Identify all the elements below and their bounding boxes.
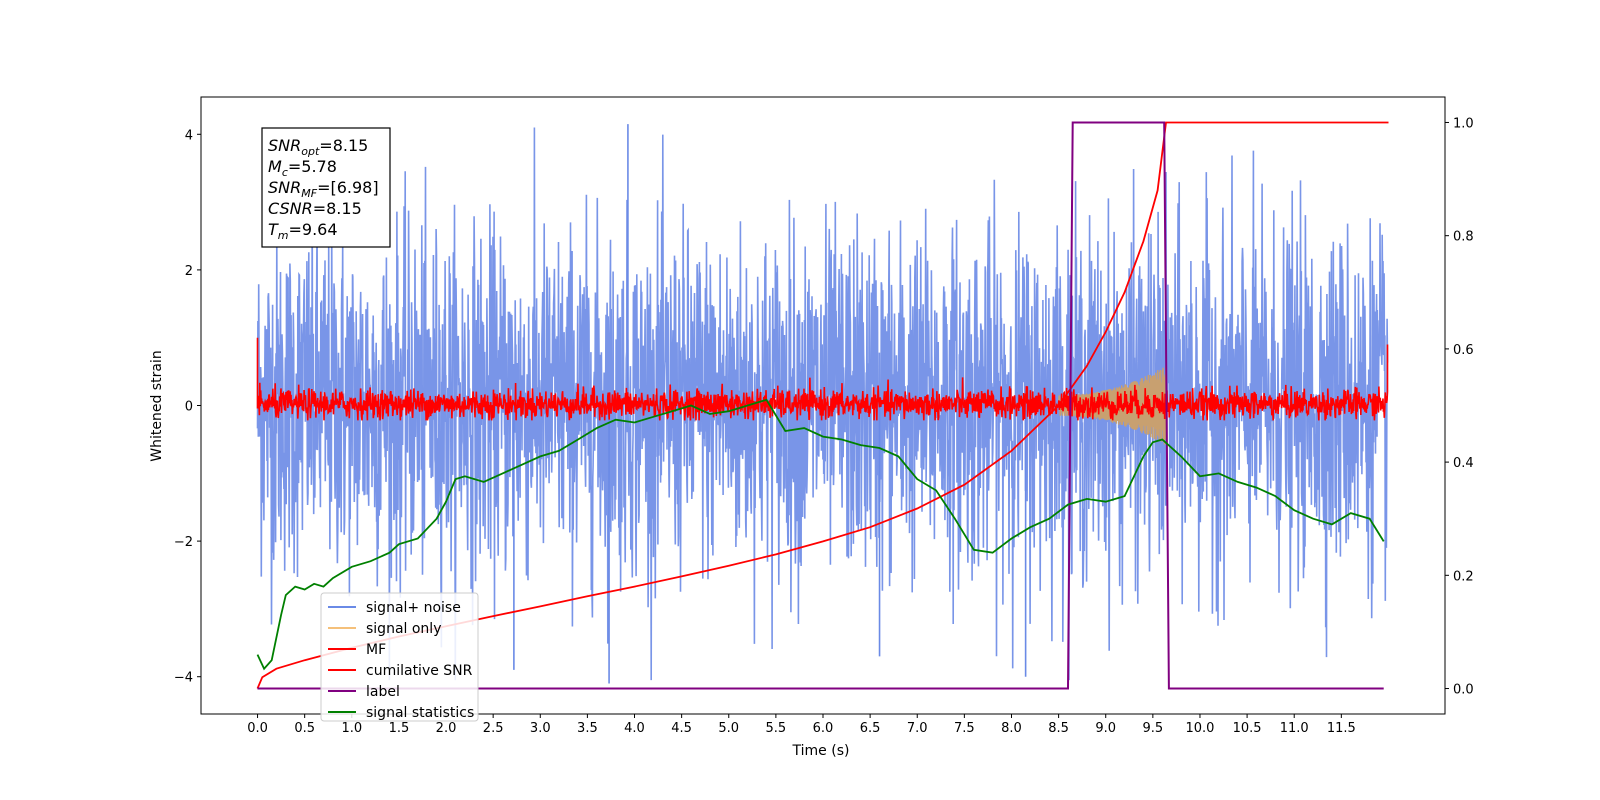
- x-tick-label: 2.0: [436, 721, 457, 736]
- info-subscript: m: [278, 229, 289, 242]
- info-line: SNRopt=8.15: [268, 136, 368, 158]
- y-tick-label: 0: [185, 400, 193, 415]
- info-symbol: CSNR: [268, 199, 313, 218]
- x-tick-label: 9.5: [1143, 721, 1164, 736]
- x-tick-label: 4.5: [671, 721, 692, 736]
- y-tick-label: −2: [174, 535, 193, 550]
- x-tick-label: 4.0: [624, 721, 645, 736]
- info-symbol: SNR: [268, 136, 301, 155]
- info-subscript: c: [282, 166, 288, 179]
- y-tick-label: 2: [185, 264, 193, 279]
- info-box: SNRopt=8.15Mc=5.78SNRMF=[6.98]CSNR=8.15T…: [261, 127, 391, 248]
- info-symbol: M: [268, 157, 282, 176]
- x-tick-label: 10.5: [1233, 721, 1262, 736]
- info-subscript: opt: [301, 145, 320, 158]
- y-right-tick-label: 0.4: [1453, 456, 1474, 471]
- info-symbol: SNR: [268, 178, 301, 197]
- legend-label: signal statistics: [366, 705, 474, 721]
- legend-label: label: [366, 684, 400, 700]
- info-line: SNRMF=[6.98]: [268, 178, 379, 200]
- x-tick-label: 11.5: [1327, 721, 1356, 736]
- x-tick-label: 11.0: [1280, 721, 1309, 736]
- x-tick-label: 7.5: [954, 721, 975, 736]
- info-symbol: T: [268, 220, 279, 239]
- x-tick-label: 3.0: [530, 721, 551, 736]
- x-tick-label: 0.0: [247, 721, 268, 736]
- x-axis-label: Time (s): [792, 743, 850, 759]
- legend-label: signal+ noise: [366, 600, 461, 616]
- x-tick-label: 6.0: [813, 721, 834, 736]
- series-line-label: [257, 121, 1384, 690]
- y-right-tick-label: 0.8: [1453, 230, 1474, 245]
- y-right-tick-label: 0.2: [1453, 569, 1474, 584]
- info-box-frame: [261, 127, 391, 248]
- x-tick-label: 5.0: [718, 721, 739, 736]
- x-tick-label: 3.5: [577, 721, 598, 736]
- y-tick-label: 4: [185, 128, 193, 143]
- y-tick-label: −4: [174, 671, 193, 686]
- legend-frame: [320, 592, 479, 722]
- info-value: =[6.98]: [317, 178, 379, 197]
- info-line: Mc=5.78: [268, 157, 337, 179]
- legend: signal+ noise signal only MF cumilative SNR…: [320, 592, 479, 722]
- x-tick-label: 9.0: [1095, 721, 1116, 736]
- x-tick-label: 8.0: [1001, 721, 1022, 736]
- info-subscript: MF: [301, 187, 317, 200]
- legend-label: signal only: [366, 621, 441, 637]
- x-tick-label: 0.5: [294, 721, 315, 736]
- series-line-mf: [256, 337, 1389, 421]
- y-axis-label: Whitened strain: [149, 350, 165, 461]
- y-axis-right: 0.0 0.2 0.4 0.6 0.8 1.0: [1445, 116, 1474, 698]
- y-right-tick-label: 1.0: [1453, 116, 1474, 131]
- info-value: =5.78: [288, 157, 337, 176]
- x-tick-label: 1.5: [389, 721, 410, 736]
- y-right-tick-label: 0.6: [1453, 343, 1474, 358]
- x-tick-label: 10.0: [1185, 721, 1214, 736]
- info-line: Tm=9.64: [268, 220, 338, 242]
- info-value: =8.15: [313, 199, 362, 218]
- series-line-signal-statistics: [256, 398, 1385, 671]
- legend-label: cumilative SNR: [366, 663, 473, 679]
- y-right-tick-label: 0.0: [1453, 683, 1474, 698]
- x-tick-label: 5.5: [766, 721, 787, 736]
- info-line: CSNR=8.15: [268, 199, 362, 218]
- info-value: =9.64: [289, 220, 338, 239]
- x-tick-label: 8.5: [1048, 721, 1069, 736]
- legend-label: MF: [366, 642, 386, 658]
- x-tick-label: 1.0: [341, 721, 362, 736]
- y-axis-left: −4 −2 0 2 4: [174, 128, 201, 686]
- x-tick-label: 6.5: [860, 721, 881, 736]
- x-axis: 0.0 0.5 1.0 1.5 2.0 2.5 3.0 3.5 4.0 4.5 5.0 5.5 6.0 6…: [247, 714, 1356, 736]
- x-tick-label: 7.0: [907, 721, 928, 736]
- info-value: =8.15: [319, 136, 368, 155]
- x-tick-label: 2.5: [483, 721, 504, 736]
- mf-series: [256, 337, 1389, 421]
